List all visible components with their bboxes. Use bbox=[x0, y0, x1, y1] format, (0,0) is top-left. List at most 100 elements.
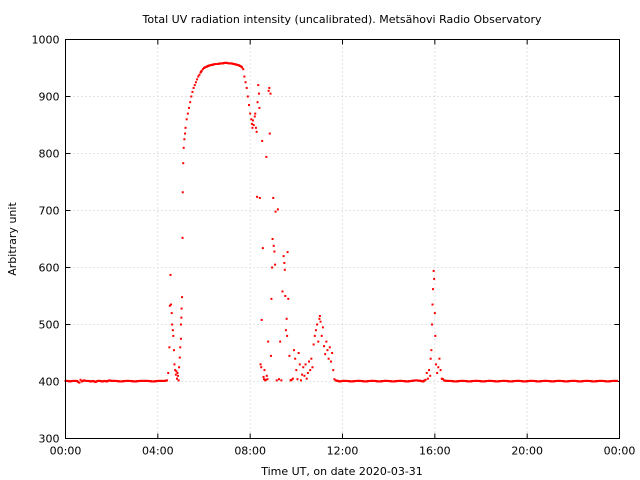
data-point bbox=[241, 66, 244, 69]
data-point bbox=[256, 195, 259, 198]
data-point bbox=[431, 323, 434, 326]
data-point bbox=[439, 369, 442, 372]
data-point bbox=[424, 378, 427, 381]
data-point bbox=[329, 360, 332, 363]
data-point bbox=[95, 380, 98, 383]
data-point bbox=[344, 379, 347, 382]
data-point bbox=[490, 379, 493, 382]
data-point bbox=[176, 374, 179, 377]
data-point bbox=[541, 380, 544, 383]
y-axis: 300 400 500 600 700 800 900 1000 bbox=[32, 34, 620, 446]
data-point bbox=[280, 379, 283, 382]
data-point bbox=[200, 69, 203, 72]
data-point bbox=[432, 269, 435, 272]
data-point bbox=[151, 380, 154, 383]
data-point bbox=[215, 63, 218, 66]
data-point bbox=[308, 360, 311, 363]
data-point bbox=[168, 346, 171, 349]
data-point bbox=[261, 139, 264, 142]
data-point bbox=[555, 380, 558, 383]
data-point bbox=[476, 379, 479, 382]
data-point bbox=[431, 303, 434, 306]
data-point bbox=[311, 366, 314, 369]
data-point bbox=[400, 379, 403, 382]
data-point bbox=[513, 380, 516, 383]
data-point bbox=[250, 118, 253, 121]
data-point bbox=[301, 373, 304, 376]
data-point bbox=[279, 340, 282, 343]
data-point bbox=[438, 357, 441, 360]
data-point bbox=[213, 63, 216, 66]
data-point bbox=[582, 380, 585, 383]
y-tick-label: 700 bbox=[39, 205, 60, 218]
data-point bbox=[168, 304, 171, 307]
data-point bbox=[536, 380, 539, 383]
data-point bbox=[332, 369, 335, 372]
data-point bbox=[288, 354, 291, 357]
data-point bbox=[254, 126, 257, 129]
data-point bbox=[269, 92, 272, 95]
data-point bbox=[166, 379, 169, 382]
data-point bbox=[297, 352, 300, 354]
data-point bbox=[327, 357, 330, 360]
data-point bbox=[257, 84, 260, 87]
data-point bbox=[522, 380, 525, 383]
data-point bbox=[179, 346, 182, 349]
data-point bbox=[242, 68, 245, 71]
data-point bbox=[377, 380, 380, 383]
data-point bbox=[274, 263, 277, 266]
data-point bbox=[467, 380, 470, 383]
data-point bbox=[304, 363, 307, 366]
data-point bbox=[84, 379, 87, 382]
data-point bbox=[191, 90, 194, 93]
data-point bbox=[107, 379, 110, 382]
data-point bbox=[192, 86, 195, 89]
data-point bbox=[271, 266, 274, 269]
data-point bbox=[436, 371, 439, 374]
data-point bbox=[196, 78, 199, 81]
data-point bbox=[324, 353, 327, 356]
data-point bbox=[295, 369, 298, 372]
data-point bbox=[231, 62, 234, 65]
data-point bbox=[190, 95, 193, 98]
data-point bbox=[310, 357, 313, 360]
data-point bbox=[77, 381, 80, 384]
data-point bbox=[615, 379, 618, 382]
data-point bbox=[314, 329, 317, 332]
data-point bbox=[175, 370, 178, 373]
data-point bbox=[431, 288, 434, 291]
data-point bbox=[79, 378, 82, 381]
y-tick-label: 800 bbox=[39, 148, 60, 161]
data-point bbox=[325, 340, 328, 343]
data-point bbox=[244, 81, 247, 84]
data-point bbox=[276, 208, 279, 211]
data-point bbox=[251, 122, 254, 125]
data-point bbox=[70, 380, 73, 383]
data-point bbox=[616, 379, 619, 382]
data-point bbox=[316, 323, 319, 326]
data-points bbox=[64, 61, 619, 384]
data-point bbox=[258, 196, 261, 199]
data-point bbox=[238, 64, 241, 67]
data-point bbox=[102, 380, 105, 383]
data-point bbox=[319, 320, 322, 323]
data-point bbox=[508, 380, 511, 383]
data-point bbox=[568, 380, 571, 383]
data-point bbox=[266, 378, 269, 381]
data-point bbox=[186, 112, 189, 115]
data-point bbox=[286, 334, 289, 337]
data-point bbox=[462, 379, 465, 382]
y-tick-label: 400 bbox=[39, 376, 60, 389]
y-axis-label: Arbitrary unit bbox=[6, 202, 19, 276]
data-point bbox=[591, 380, 594, 383]
data-point bbox=[429, 374, 432, 377]
data-point bbox=[265, 155, 268, 158]
data-point bbox=[414, 379, 417, 382]
data-point bbox=[185, 118, 188, 121]
y-tick-label: 300 bbox=[39, 433, 60, 446]
data-point bbox=[259, 363, 262, 366]
data-point bbox=[287, 297, 290, 300]
data-point bbox=[176, 371, 179, 374]
data-point bbox=[386, 379, 389, 382]
